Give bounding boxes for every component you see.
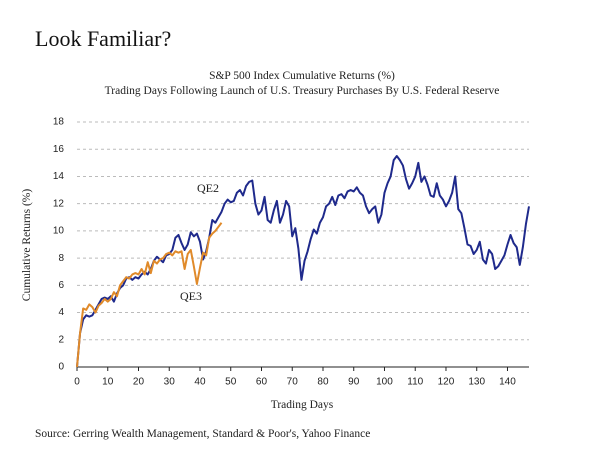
y-tick-label: 14: [53, 171, 65, 182]
x-tick-label: 130: [468, 377, 485, 388]
source-note: Source: Gerring Wealth Management, Stand…: [35, 428, 370, 440]
x-tick-label: 140: [499, 377, 516, 388]
annotation: QE2: [197, 181, 219, 195]
annotation: QE3: [180, 289, 202, 303]
x-tick-label: 50: [225, 377, 237, 388]
x-tick-label: 100: [376, 377, 393, 388]
x-tick-label: 80: [317, 377, 329, 388]
chart-subtitle: Trading Days Following Launch of U.S. Tr…: [105, 85, 500, 97]
heading: Look Familiar?: [35, 26, 171, 51]
y-axis-label: Cumulative Returns (%): [21, 189, 33, 302]
y-tick-label: 10: [53, 226, 65, 237]
x-tick-label: 0: [74, 377, 80, 388]
chart-title: S&P 500 Index Cumulative Returns (%): [209, 70, 395, 82]
y-tick-label: 18: [53, 117, 65, 128]
x-tick-label: 90: [348, 377, 360, 388]
x-tick-label: 60: [256, 377, 268, 388]
x-tick-label: 10: [102, 377, 114, 388]
y-tick-label: 8: [58, 253, 64, 264]
y-tick-label: 4: [58, 307, 64, 318]
y-tick-label: 12: [53, 198, 65, 209]
x-tick-label: 20: [133, 377, 145, 388]
x-tick-label: 110: [407, 377, 423, 388]
y-tick-label: 0: [58, 362, 64, 373]
y-tick-label: 16: [53, 144, 65, 155]
y-tick-label: 2: [58, 334, 64, 345]
series-line: [76, 222, 223, 368]
series-line: [76, 155, 530, 368]
x-tick-label: 70: [287, 377, 299, 388]
y-tick-label: 6: [58, 280, 64, 291]
x-tick-label: 40: [194, 377, 206, 388]
x-tick-label: 120: [438, 377, 455, 388]
x-tick-label: 30: [164, 377, 176, 388]
x-axis-label: Trading Days: [271, 399, 334, 411]
